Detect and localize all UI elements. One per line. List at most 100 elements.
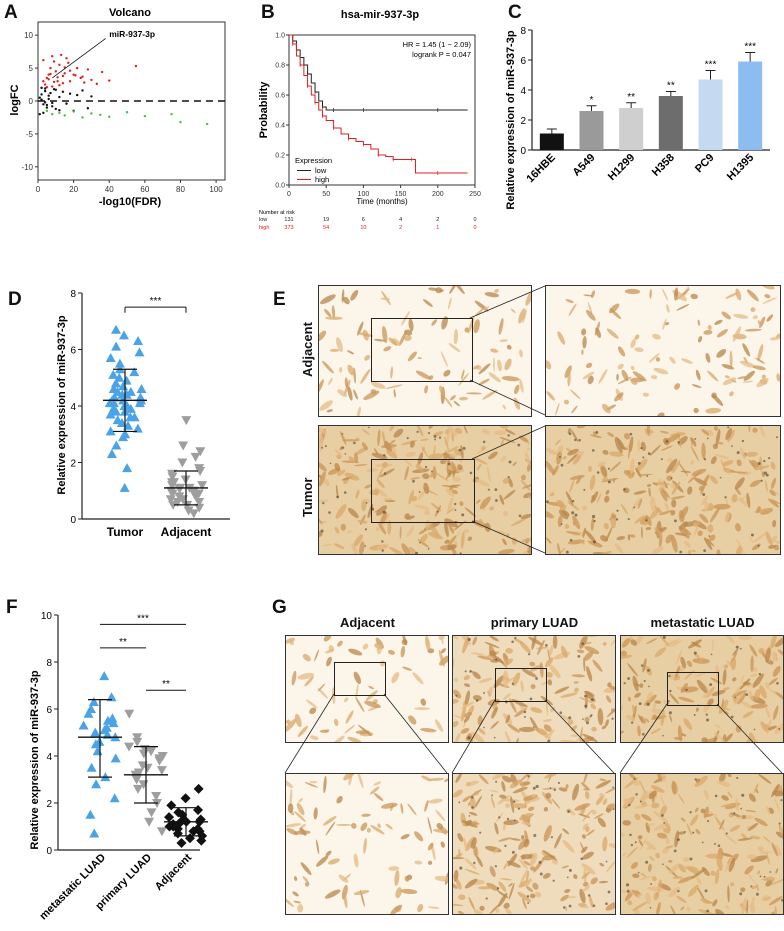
tissue-fiber bbox=[658, 636, 670, 647]
tissue-nucleus bbox=[507, 475, 510, 479]
tissue-fiber bbox=[495, 908, 500, 914]
risk-cell: 54 bbox=[323, 225, 329, 231]
tissue-fiber bbox=[704, 683, 714, 698]
data-point bbox=[172, 823, 183, 834]
tissue-fiber bbox=[758, 774, 772, 784]
tissue-fiber bbox=[512, 672, 521, 687]
tissue-fiber bbox=[445, 431, 450, 445]
risk-cell: 373 bbox=[284, 225, 293, 231]
tissue-fiber bbox=[752, 673, 764, 688]
tissue-fiber bbox=[389, 426, 395, 432]
tissue-nucleus bbox=[571, 511, 575, 515]
tissue-fiber bbox=[476, 856, 483, 868]
tissue-fiber bbox=[576, 649, 585, 654]
tissue-fiber bbox=[670, 483, 676, 489]
tissue-fiber bbox=[444, 778, 448, 783]
tissue-fiber bbox=[400, 802, 404, 814]
tissue-fiber bbox=[772, 665, 781, 677]
tissue-fiber bbox=[605, 786, 615, 794]
tissue-fiber bbox=[319, 400, 333, 411]
tissue-fiber bbox=[448, 343, 461, 353]
tissue-fiber bbox=[630, 639, 638, 646]
tissue-nucleus bbox=[459, 552, 462, 554]
tissue-nucleus bbox=[627, 518, 630, 521]
tissue-fiber bbox=[417, 357, 422, 359]
tissue-nucleus bbox=[642, 732, 645, 736]
tissue-fiber bbox=[688, 884, 699, 897]
tissue-fiber bbox=[527, 817, 531, 824]
tissue-fiber bbox=[749, 479, 761, 488]
tissue-fiber bbox=[771, 911, 775, 914]
tissue-fiber bbox=[723, 636, 735, 644]
tissue-fiber bbox=[748, 690, 754, 701]
data-point bbox=[83, 81, 86, 84]
tissue-nucleus bbox=[591, 449, 595, 452]
data-point bbox=[124, 742, 135, 752]
tissue-fiber bbox=[738, 636, 752, 641]
tissue-fiber bbox=[440, 351, 448, 367]
tissue-nucleus bbox=[562, 906, 566, 909]
tissue-fiber bbox=[774, 844, 782, 857]
tissue-fiber bbox=[638, 876, 653, 881]
tissue-fiber bbox=[532, 882, 539, 890]
bar bbox=[619, 108, 644, 150]
data-point bbox=[193, 783, 204, 794]
tissue-fiber bbox=[741, 833, 748, 840]
tissue-fiber bbox=[609, 451, 624, 457]
tissue-nucleus bbox=[689, 811, 692, 814]
tissue-fiber bbox=[770, 636, 777, 649]
tissue-fiber bbox=[676, 304, 690, 311]
risk-cell: 1 bbox=[436, 225, 439, 231]
tissue-fiber bbox=[364, 354, 371, 361]
tissue-nucleus bbox=[535, 784, 539, 789]
tissue-nucleus bbox=[628, 803, 631, 807]
tissue-fiber bbox=[424, 385, 429, 394]
zoom-region bbox=[334, 662, 386, 696]
tissue-nucleus bbox=[731, 445, 733, 447]
tissue-fiber bbox=[709, 475, 718, 484]
tissue-nucleus bbox=[693, 651, 697, 655]
tissue-fiber bbox=[768, 896, 783, 906]
tissue-fiber bbox=[370, 786, 380, 795]
tissue-nucleus bbox=[343, 491, 347, 494]
tissue-fiber bbox=[412, 672, 424, 685]
tissue-fiber bbox=[695, 828, 701, 835]
g-primary-zoom-image bbox=[452, 773, 616, 915]
tissue-fiber bbox=[347, 530, 352, 534]
tissue-fiber bbox=[572, 454, 582, 465]
tissue-fiber bbox=[585, 790, 590, 800]
tissue-fiber bbox=[725, 428, 733, 441]
tissue-fiber bbox=[428, 798, 443, 804]
tissue-fiber bbox=[502, 670, 509, 689]
tissue-fiber bbox=[671, 534, 678, 553]
tissue-fiber bbox=[735, 545, 742, 554]
y-tick-label: 10 bbox=[24, 31, 33, 40]
tissue-fiber bbox=[645, 515, 652, 526]
tissue-nucleus bbox=[717, 844, 721, 848]
tissue-fiber bbox=[567, 427, 571, 435]
chart-title: Volcano bbox=[109, 7, 151, 19]
tissue-fiber bbox=[755, 465, 770, 470]
tissue-fiber bbox=[771, 651, 777, 662]
tissue-nucleus bbox=[694, 437, 697, 440]
tissue-fiber bbox=[578, 636, 597, 637]
category-label: Adjacent bbox=[153, 851, 195, 893]
data-point bbox=[43, 101, 47, 104]
tissue-nucleus bbox=[650, 883, 653, 885]
tissue-fiber bbox=[486, 882, 500, 892]
tissue-fiber bbox=[705, 813, 714, 817]
data-point bbox=[146, 747, 157, 757]
tissue-fiber bbox=[293, 830, 311, 835]
data-point bbox=[132, 423, 143, 433]
tissue-fiber bbox=[519, 813, 533, 821]
tissue-fiber bbox=[520, 680, 524, 692]
tissue-nucleus bbox=[533, 834, 537, 838]
tissue-fiber bbox=[665, 822, 671, 832]
risk-cell: 6 bbox=[362, 217, 365, 223]
tissue-fiber bbox=[499, 494, 505, 505]
g-adjacent-overview-image bbox=[285, 635, 449, 743]
tissue-fiber bbox=[677, 725, 683, 742]
tissue-nucleus bbox=[741, 793, 745, 797]
tissue-fiber bbox=[440, 841, 445, 848]
tissue-fiber bbox=[401, 543, 412, 554]
